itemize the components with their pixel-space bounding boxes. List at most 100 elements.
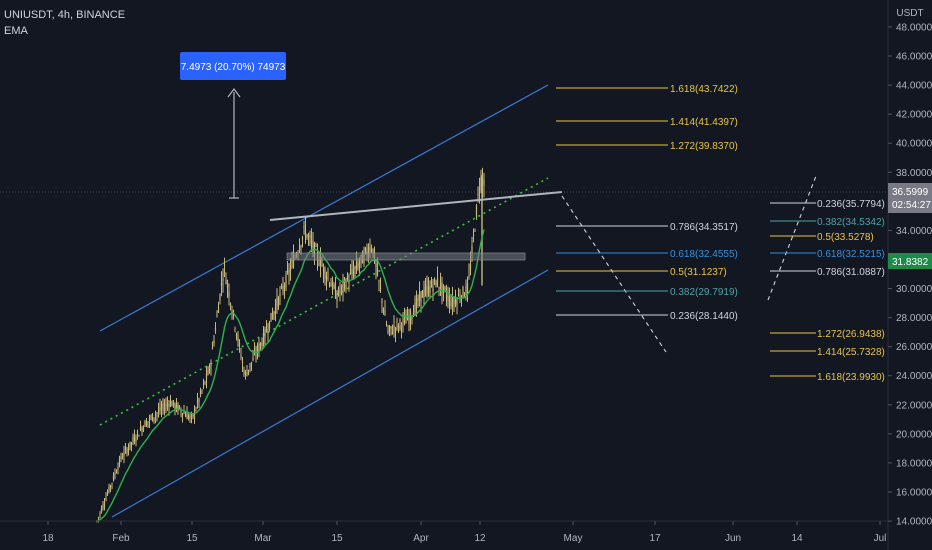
candle-body <box>205 373 208 380</box>
candle-body <box>202 383 205 385</box>
candle-body <box>334 286 337 299</box>
candle-body <box>142 427 145 430</box>
candle-body <box>270 312 272 322</box>
candle-body <box>402 318 404 323</box>
candle-body <box>397 325 400 329</box>
time-tick-label: 15 <box>331 533 343 544</box>
fib-right-label: 0.236(35.7794) <box>817 199 885 210</box>
candle-body <box>237 335 239 342</box>
candle-body <box>244 371 247 373</box>
time-tick-label: 14 <box>791 533 803 544</box>
time-tick-label: Feb <box>112 533 130 544</box>
candle-body <box>286 270 289 273</box>
candle-body <box>303 226 305 229</box>
candle-body <box>457 294 460 296</box>
candle-body <box>201 390 203 392</box>
candle-body <box>324 268 326 279</box>
candle-body <box>135 439 137 441</box>
candle-body <box>333 284 335 288</box>
time-tick-label: Mar <box>254 533 272 544</box>
price-tick-label: 46.0000 <box>896 52 932 63</box>
candle-body <box>358 263 361 265</box>
candle-body <box>423 289 425 298</box>
candle-body <box>441 282 443 294</box>
ema-indicator-label[interactable]: EMA <box>4 25 28 37</box>
candle-body <box>438 286 440 289</box>
candle-body <box>187 416 190 419</box>
candle-body <box>132 437 134 442</box>
candle-body <box>105 498 107 501</box>
candle-body <box>223 264 226 266</box>
candle-body <box>183 412 185 414</box>
resistance-line <box>269 191 563 221</box>
fib-right-label: 0.382(34.5342) <box>817 217 885 228</box>
candle-body <box>415 298 418 307</box>
candle-body <box>228 291 230 298</box>
time-tick-label: Jul <box>874 533 887 544</box>
fib-level-label: 1.272(39.8370) <box>670 141 738 152</box>
candle-body <box>133 436 136 443</box>
candle-body <box>219 294 221 301</box>
candle-body <box>468 275 470 277</box>
candle-body <box>151 413 154 422</box>
fib-level-label: 0.236(28.1440) <box>670 311 738 322</box>
candle-body <box>336 296 338 301</box>
price-tick-label: 24.0000 <box>896 371 932 382</box>
candle-body <box>247 369 250 371</box>
candle-body <box>318 263 320 265</box>
fib-right-label: 1.414(25.7328) <box>817 347 885 358</box>
candle-body <box>381 299 383 303</box>
candle-body <box>276 298 278 307</box>
candle-body <box>250 362 253 364</box>
candle-body <box>208 365 211 372</box>
candle-body <box>427 285 430 295</box>
candle-body <box>433 278 436 280</box>
candle-body <box>456 298 458 305</box>
candle-body <box>147 421 149 423</box>
price-tick-label: 28.0000 <box>896 313 932 324</box>
candle-body <box>289 267 292 272</box>
candle-body <box>214 328 217 332</box>
candle-body <box>144 421 146 427</box>
candle-body <box>399 319 401 323</box>
candle-body <box>382 309 385 312</box>
candle-body <box>394 328 397 333</box>
candle-body <box>235 333 238 337</box>
fib-level-label: 1.618(43.7422) <box>670 84 738 95</box>
candle-body <box>259 342 262 347</box>
candle-body <box>430 281 433 287</box>
candle-body <box>184 415 187 417</box>
fib-right-label: 0.786(31.0887) <box>817 267 885 278</box>
time-tick-label: Jun <box>725 533 741 544</box>
candle-body <box>322 265 325 273</box>
channel-upper-line <box>99 84 549 332</box>
candle-body <box>163 407 166 411</box>
candle-body <box>102 504 104 508</box>
candle-body <box>216 315 218 317</box>
candle-body <box>304 229 307 237</box>
candle-body <box>255 354 257 356</box>
candle-body <box>217 306 220 313</box>
fib-right-label: 0.5(33.5278) <box>817 232 874 243</box>
candle-body <box>292 256 295 268</box>
candle-body <box>408 317 410 325</box>
candle-body <box>160 407 163 410</box>
candle-body <box>127 448 130 451</box>
candle-body <box>475 205 478 218</box>
candle-body <box>220 282 223 286</box>
candle-body <box>264 329 266 338</box>
candle-body <box>130 442 133 444</box>
channel-lower-line <box>111 269 549 518</box>
price-tick-label: 26.0000 <box>896 342 932 353</box>
candle-body <box>123 452 125 457</box>
candle-body <box>279 292 281 297</box>
candle-body <box>387 330 389 333</box>
candle-body <box>357 263 359 269</box>
candle-body <box>352 270 355 277</box>
candle-body <box>153 417 155 419</box>
candle-body <box>459 298 461 300</box>
time-tick-label: 17 <box>649 533 661 544</box>
candle-body <box>480 176 482 188</box>
